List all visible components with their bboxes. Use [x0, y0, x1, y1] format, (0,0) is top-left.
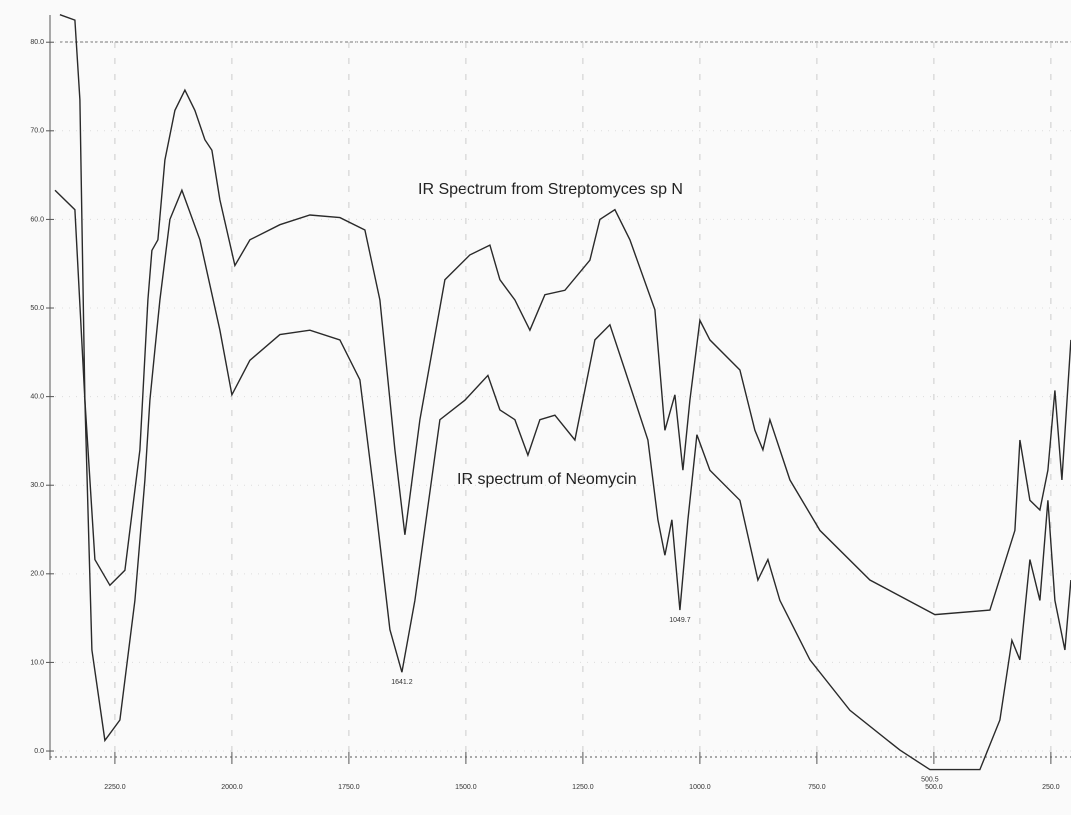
x-tick-label: 250.0 — [1042, 784, 1060, 791]
x-tick-label: 1250.0 — [572, 784, 594, 791]
x-tick-label: 1500.0 — [455, 784, 477, 791]
y-tick-label: 80.0 — [30, 39, 44, 46]
spectrum-line — [54, 88, 1071, 616]
y-tick-label: 70.0 — [30, 128, 44, 135]
y-tick-label: 0.0 — [34, 748, 44, 755]
x-tick-label: 750.0 — [808, 784, 826, 791]
x-tick-label: 500.0 — [925, 784, 943, 791]
spectrum-line — [59, 14, 1071, 771]
y-tick-label: 10.0 — [30, 659, 44, 666]
peak-label: 1641.2 — [391, 679, 413, 686]
y-tick-label: 20.0 — [30, 571, 44, 578]
annotation: IR spectrum of Neomycin — [457, 471, 637, 488]
peak-label: 1049.7 — [669, 617, 691, 624]
y-tick-label: 30.0 — [30, 482, 44, 489]
x-tick-label: 2250.0 — [104, 784, 126, 791]
x-tick-label: 1000.0 — [689, 784, 711, 791]
x-tick-label: 1750.0 — [338, 784, 360, 791]
annotation: IR Spectrum from Streptomyces sp N — [418, 181, 683, 198]
peak-label: 500.5 — [921, 776, 939, 783]
y-tick-label: 50.0 — [30, 305, 44, 312]
y-tick-label: 60.0 — [30, 216, 44, 223]
x-tick-label: 2000.0 — [221, 784, 243, 791]
y-tick-label: 40.0 — [30, 393, 44, 400]
